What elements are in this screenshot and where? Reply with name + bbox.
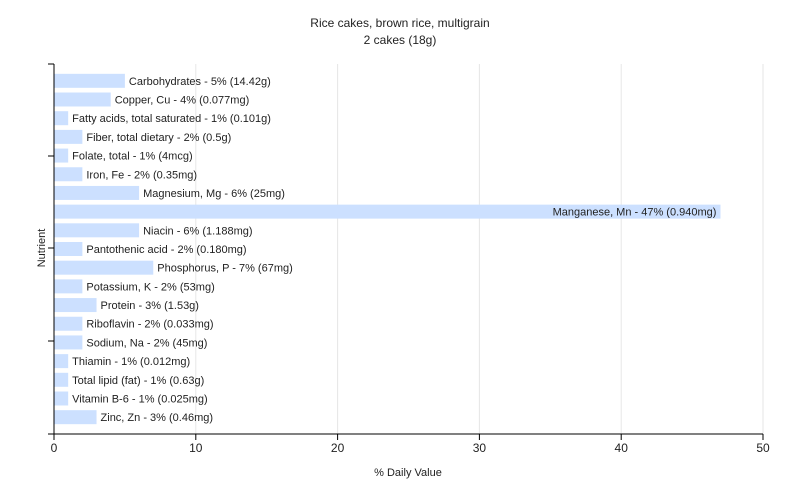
x-tick-label: 20 — [331, 441, 345, 455]
bar — [54, 260, 154, 275]
x-axis-label: % Daily Value — [374, 467, 442, 479]
bar-label: Vitamin B-6 - 1% (0.025mg) — [72, 393, 208, 405]
bar-label: Iron, Fe - 2% (0.35mg) — [86, 169, 197, 181]
bar — [54, 223, 140, 238]
bar — [54, 167, 83, 182]
bar-label: Copper, Cu - 4% (0.077mg) — [115, 95, 250, 107]
bar — [54, 185, 140, 200]
bar-label: Fiber, total dietary - 2% (0.5g) — [86, 132, 231, 144]
x-tick-label: 40 — [615, 441, 629, 455]
bar-label: Niacin - 6% (1.188mg) — [143, 225, 252, 237]
bar-label: Thiamin - 1% (0.012mg) — [72, 356, 190, 368]
bar-label: Manganese, Mn - 47% (0.940mg) — [553, 207, 717, 219]
bar — [54, 316, 83, 331]
bar-label: Zinc, Zn - 3% (0.46mg) — [101, 412, 213, 424]
bar-label: Folate, total - 1% (4mcg) — [72, 151, 192, 163]
bar-label: Protein - 3% (1.53g) — [101, 300, 199, 312]
bar-label: Magnesium, Mg - 6% (25mg) — [143, 188, 285, 200]
bar-label: Fatty acids, total saturated - 1% (0.101… — [72, 113, 271, 125]
bar — [54, 129, 83, 144]
bar — [54, 391, 69, 406]
bar — [54, 354, 69, 369]
x-tick-label: 30 — [473, 441, 487, 455]
bar — [54, 410, 97, 425]
bar-label: Carbohydrates - 5% (14.42g) — [129, 76, 271, 88]
bar-label: Riboflavin - 2% (0.033mg) — [86, 319, 213, 331]
bar — [54, 279, 83, 294]
x-tick-label: 10 — [189, 441, 203, 455]
grid-lines — [195, 64, 764, 434]
x-axis-ticks: 0 10 20 30 40 50 — [51, 434, 770, 455]
bar — [54, 298, 97, 313]
bar-label: Sodium, Na - 2% (45mg) — [86, 337, 207, 349]
bar-label: Potassium, K - 2% (53mg) — [86, 281, 214, 293]
bar — [54, 335, 83, 350]
y-axis-label: Nutrient — [36, 229, 48, 268]
bar — [54, 111, 69, 126]
chart-title: Rice cakes, brown rice, multigrain — [310, 16, 489, 30]
bar-label: Total lipid (fat) - 1% (0.63g) — [72, 375, 204, 387]
bar-label: Pantothenic acid - 2% (0.180mg) — [86, 244, 246, 256]
bars: Carbohydrates - 5% (14.42g) Copper, Cu - … — [54, 73, 721, 425]
bar — [54, 372, 69, 387]
x-tick-label: 0 — [51, 441, 58, 455]
bar — [54, 73, 125, 88]
bar — [54, 242, 83, 256]
bar — [54, 204, 721, 219]
bar — [54, 92, 111, 107]
axes — [48, 63, 763, 435]
chart-subtitle: 2 cakes (18g) — [364, 33, 437, 47]
bar-label: Phosphorus, P - 7% (67mg) — [157, 263, 293, 275]
x-tick-label: 50 — [756, 441, 770, 455]
bar — [54, 148, 69, 163]
